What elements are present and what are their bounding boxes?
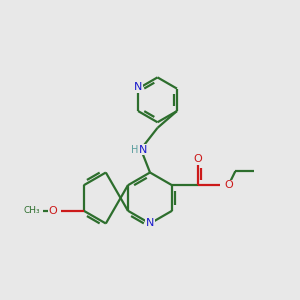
Text: CH₃: CH₃ <box>24 206 40 215</box>
Text: O: O <box>193 154 202 164</box>
Text: N: N <box>134 82 142 92</box>
Text: O: O <box>48 206 57 216</box>
Text: N: N <box>146 218 154 229</box>
Text: O: O <box>224 180 233 190</box>
Text: N: N <box>139 145 148 154</box>
Text: H: H <box>131 145 139 154</box>
